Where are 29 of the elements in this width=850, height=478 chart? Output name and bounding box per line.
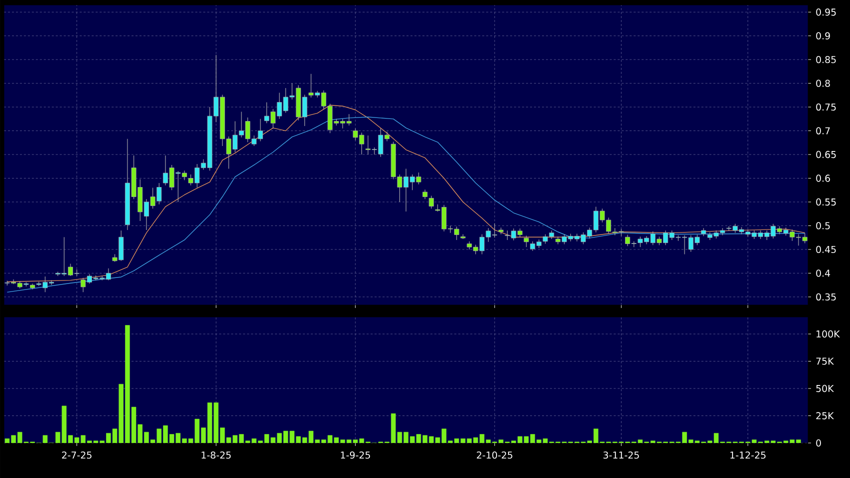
y-tick-label: 50K xyxy=(816,384,834,392)
y-tick-label: 0.45 xyxy=(816,246,836,254)
x-tick-label: 1-9-25 xyxy=(340,452,370,459)
x-tick-label: 2-7-25 xyxy=(62,452,92,459)
candlestick xyxy=(460,234,466,240)
y-tick-label: 0.7 xyxy=(816,127,830,134)
y-tick-label: 0.5 xyxy=(816,222,830,230)
y-tick-label: 0.9 xyxy=(816,32,830,40)
y-tick-label: 0.95 xyxy=(816,8,836,16)
y-tick-label: 0.55 xyxy=(816,198,836,206)
y-tick-label: 0.4 xyxy=(816,270,830,277)
y-tick-label: 0.6 xyxy=(816,174,830,182)
candlestick xyxy=(498,227,504,235)
y-tick-label: 25K xyxy=(816,412,834,420)
x-tick-label: 1-12-25 xyxy=(730,452,766,459)
candlestick xyxy=(524,235,529,248)
candlestick xyxy=(422,189,428,200)
y-tick-label: 0.65 xyxy=(816,150,836,158)
y-tick-label: 0.35 xyxy=(816,293,836,300)
y-tick-label: 0.85 xyxy=(816,56,836,64)
x-tick-label: 3-11-25 xyxy=(604,452,639,459)
y-tick-label: 0.8 xyxy=(816,80,830,87)
x-tick-label: 1-8-25 xyxy=(202,452,231,459)
y-tick-label: 100K xyxy=(816,330,840,338)
y-tick-label: 0.75 xyxy=(816,103,836,111)
candlestick xyxy=(428,196,434,209)
y-tick-label: 0 xyxy=(816,439,821,447)
x-tick-label: 2-10-25 xyxy=(476,452,512,459)
y-tick-label: 75K xyxy=(816,358,834,365)
